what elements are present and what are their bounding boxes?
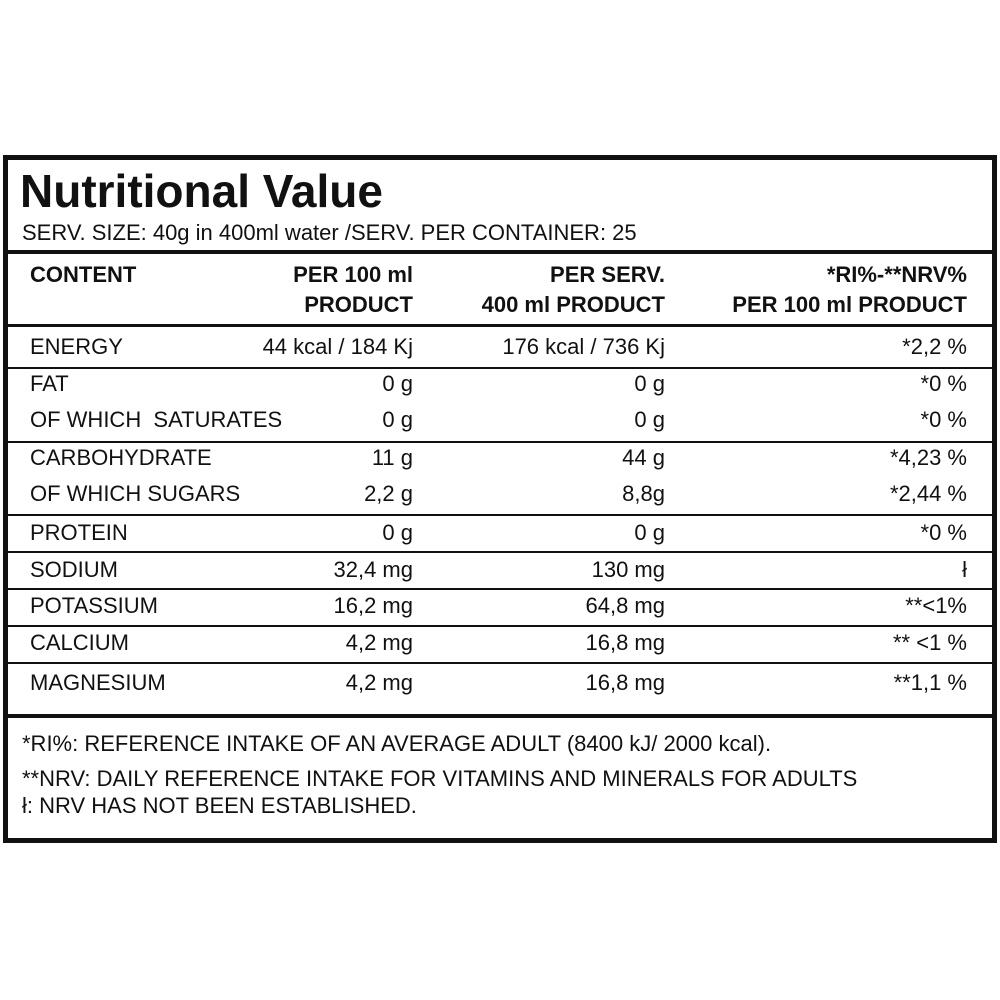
label-border (3, 155, 997, 843)
table-cell: CARBOHYDRATE (30, 445, 212, 470)
row-divider (8, 551, 992, 553)
table-cell: ENERGY (30, 334, 123, 359)
table-cell: 0 g (382, 520, 413, 545)
table-cell: 130 mg (591, 557, 665, 582)
row-divider (8, 367, 992, 369)
table-cell: 2,2 g (364, 481, 413, 506)
table-cell: *2,44 % (889, 481, 967, 506)
table-cell: 4,2 mg (345, 670, 413, 695)
table-cell: OF WHICH SATURATES (30, 407, 283, 432)
table-cell: ** <1 % (893, 630, 967, 655)
table-cell: 0 g (634, 407, 665, 432)
column-header: *RI%-**NRV% (826, 262, 967, 287)
table-cell: 0 g (634, 371, 665, 396)
table-cell: POTASSIUM (30, 593, 158, 618)
row-divider (8, 662, 992, 664)
table-cell: 44 kcal / 184 Kj (262, 334, 413, 359)
table-cell: *2,2 % (902, 334, 967, 359)
table-cell: 4,2 mg (345, 630, 413, 655)
table-cell: OF WHICH SUGARS (30, 481, 241, 506)
row-divider (8, 588, 992, 590)
row-divider (8, 714, 992, 718)
column-header: PER 100 ml (293, 262, 413, 287)
table-cell: 0 g (634, 520, 665, 545)
table-cell: PROTEIN (30, 520, 128, 545)
table-cell: *0 % (920, 520, 967, 545)
row-divider (8, 625, 992, 627)
column-header: PRODUCT (304, 292, 413, 317)
row-divider (8, 250, 992, 254)
table-cell: SODIUM (30, 557, 118, 582)
table-cell: CALCIUM (30, 630, 130, 655)
table-cell: MAGNESIUM (30, 670, 166, 695)
table-cell: *0 % (920, 371, 967, 396)
table-cell: 16,8 mg (585, 670, 666, 695)
row-divider (8, 514, 992, 516)
table-cell: ł (962, 557, 967, 582)
footnote: **NRV: DAILY REFERENCE INTAKE FOR VITAMI… (22, 766, 858, 791)
serving-info: SERV. SIZE: 40g in 400ml water /SERV. PE… (22, 220, 637, 245)
table-cell: 11 g (371, 445, 413, 470)
table-cell: *0 % (920, 407, 967, 432)
table-cell: FAT (30, 371, 69, 396)
table-cell: 176 kcal / 736 Kj (502, 334, 665, 359)
title: Nutritional Value (20, 165, 383, 217)
row-divider (8, 324, 992, 327)
table-cell: 44 g (622, 445, 665, 470)
footnote: ł: NRV HAS NOT BEEN ESTABLISHED. (22, 793, 417, 818)
footnote: *RI%: REFERENCE INTAKE OF AN AVERAGE ADU… (22, 731, 772, 756)
table-cell: 0 g (382, 407, 413, 432)
table-cell: **<1% (905, 593, 967, 618)
table-cell: **1,1 % (893, 670, 967, 695)
column-header: PER SERV. (550, 262, 665, 287)
table-cell: 16,8 mg (585, 630, 666, 655)
row-divider (8, 441, 992, 443)
table-cell: *4,23 % (889, 445, 967, 470)
table-cell: 32,4 mg (333, 557, 414, 582)
table-cell: 0 g (382, 371, 413, 396)
table-cell: 16,2 mg (333, 593, 414, 618)
table-cell: 64,8 mg (585, 593, 666, 618)
column-header: CONTENT (30, 262, 137, 287)
table-cell: 8,8g (622, 481, 665, 506)
column-header: PER 100 ml PRODUCT (732, 292, 967, 317)
column-header: 400 ml PRODUCT (481, 292, 665, 317)
